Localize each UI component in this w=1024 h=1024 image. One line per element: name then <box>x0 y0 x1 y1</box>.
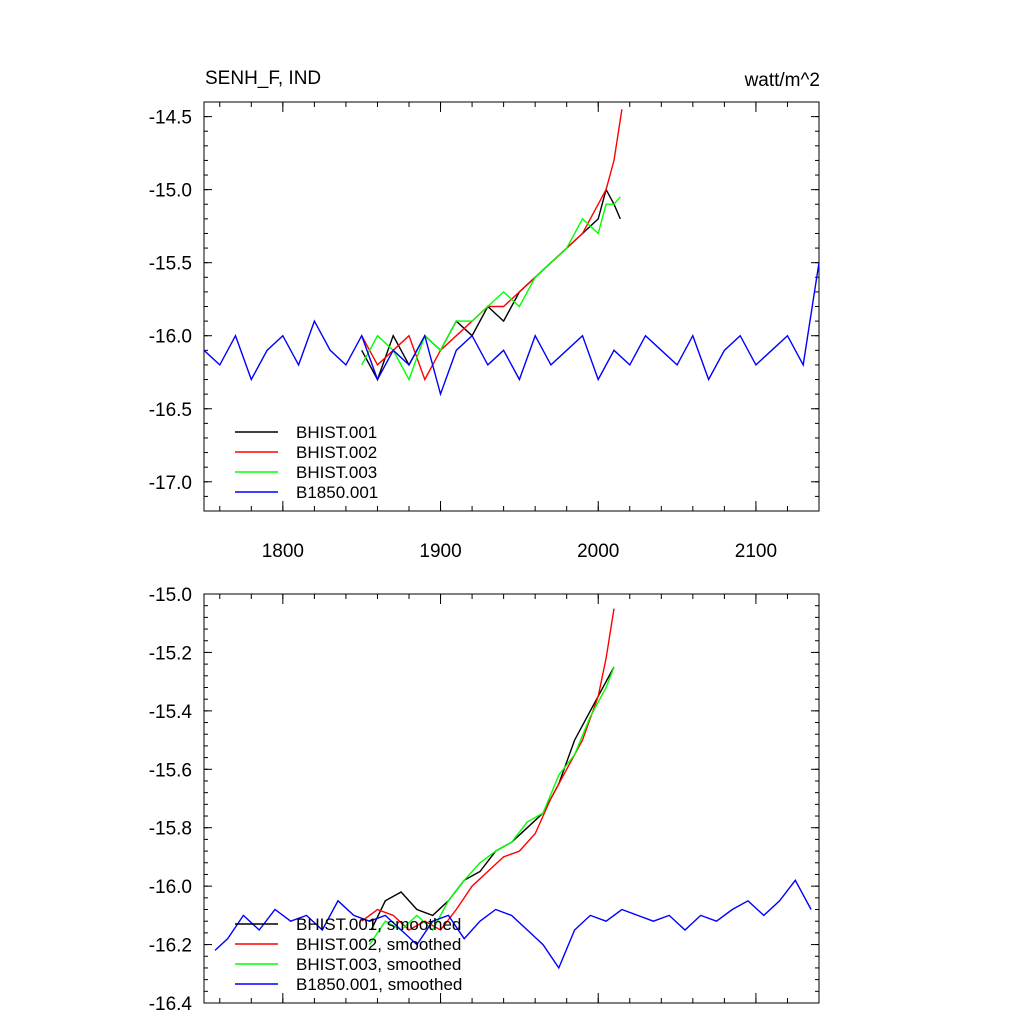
legend-label: BHIST.002, smoothed <box>296 935 461 954</box>
xtick-label: 1800 <box>262 541 304 562</box>
ytick-label: -15.4 <box>149 702 193 723</box>
legend-label: B1850.001 <box>296 483 378 502</box>
legend-label: BHIST.003 <box>296 463 377 482</box>
ytick-label: -14.5 <box>149 108 192 129</box>
top-series-group <box>203 109 820 397</box>
xtick-label: 2000 <box>577 541 619 562</box>
ytick-label: -15.5 <box>149 254 192 275</box>
ytick-label: -17.0 <box>149 473 192 494</box>
top-ticks: -14.5 -15.0 -15.5 -16.0 -16.5 -17.0 1800 1900 20… <box>149 101 820 562</box>
ytick-label: -16.0 <box>149 327 192 348</box>
ytick-label: -15.8 <box>149 819 192 840</box>
ytick-label: -15.0 <box>149 181 192 202</box>
series-line-4 <box>203 262 820 397</box>
ytick-label: -15.2 <box>149 643 192 664</box>
xtick-label: 1900 <box>419 541 461 562</box>
legend-label: BHIST.001, smoothed <box>296 915 461 934</box>
legend-label: BHIST.002 <box>296 443 377 462</box>
legend-label: BHIST.001 <box>296 423 377 442</box>
series-line-4 <box>214 879 812 970</box>
bottom-ticks: -15.0 -15.2 -15.4 -15.6 -15.8 -16.0 -16.2 -16.4 <box>149 585 820 1015</box>
series-line-1 <box>370 666 615 931</box>
ytick-label: -16.4 <box>149 994 193 1015</box>
chart-units: watt/m^2 <box>744 70 820 91</box>
ytick-label: -15.0 <box>149 585 192 606</box>
legend-label: BHIST.003, smoothed <box>296 955 461 974</box>
bottom-series-group <box>214 608 812 970</box>
chart-title: SENH_F, IND <box>205 68 321 89</box>
series-line-3 <box>369 666 615 945</box>
ytick-label: -16.2 <box>149 936 192 957</box>
series-line-1 <box>361 187 621 382</box>
series-line-3 <box>361 196 621 382</box>
series-line-2 <box>361 608 615 931</box>
series-line-2 <box>361 109 623 382</box>
bottom-plot-frame <box>203 593 820 1004</box>
ytick-label: -16.0 <box>149 877 192 898</box>
ytick-label: -16.5 <box>149 400 192 421</box>
xtick-label: 2100 <box>735 541 777 562</box>
ytick-label: -15.6 <box>149 760 192 781</box>
legend-label: B1850.001, smoothed <box>296 975 462 994</box>
